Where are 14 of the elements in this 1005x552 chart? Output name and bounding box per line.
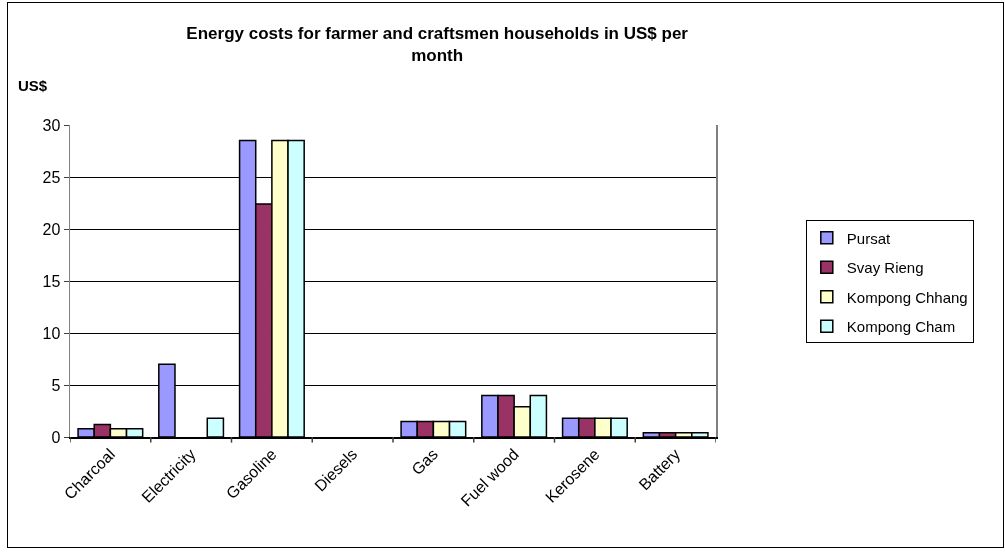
legend-label: Svay Rieng [846,259,924,277]
legend-label: Pursat [846,229,891,247]
chart-title: Energy costs for farmer and craftsmen households in US$ per month [186,23,689,65]
legend-label: Kompong Cham [846,318,956,336]
y-tick-label: 0 [51,428,61,446]
y-tick-label: 5 [51,376,61,394]
y-axis-title: US$ [18,77,48,94]
y-tick-label: 15 [42,272,61,290]
y-tick-label: 10 [42,324,61,342]
y-tick-label: 20 [42,220,61,238]
legend-label: Kompong Chhang [846,288,968,306]
y-tick-label: 25 [42,168,61,186]
y-tick-label: 30 [42,116,61,134]
x-tick-label: Gas [408,445,442,479]
